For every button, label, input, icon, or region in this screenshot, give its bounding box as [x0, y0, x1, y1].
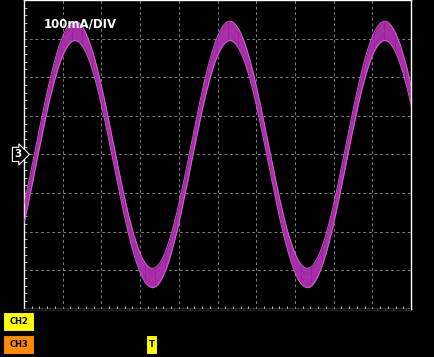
Text: •• ▾ 40μs: •• ▾ 40μs: [161, 340, 204, 349]
Text: M2.00ms: M2.00ms: [158, 316, 203, 326]
Bar: [3, 335, 34, 354]
Bar: [3, 312, 34, 331]
Text: 470mV: 470mV: [39, 316, 73, 326]
Text: CH2: CH2: [9, 317, 28, 326]
Text: T: T: [148, 340, 154, 349]
Text: 11835-019: 11835-019: [418, 281, 423, 314]
Bar: [145, 335, 157, 354]
Text: 100mA/DIV: 100mA/DIV: [43, 17, 116, 30]
Text: CH3: CH3: [9, 340, 28, 349]
Text: 100mA: 100mA: [39, 340, 73, 350]
Text: 3: 3: [14, 149, 22, 160]
Text: A  CH2 ∕  880mV: A CH2 ∕ 880mV: [299, 317, 373, 326]
